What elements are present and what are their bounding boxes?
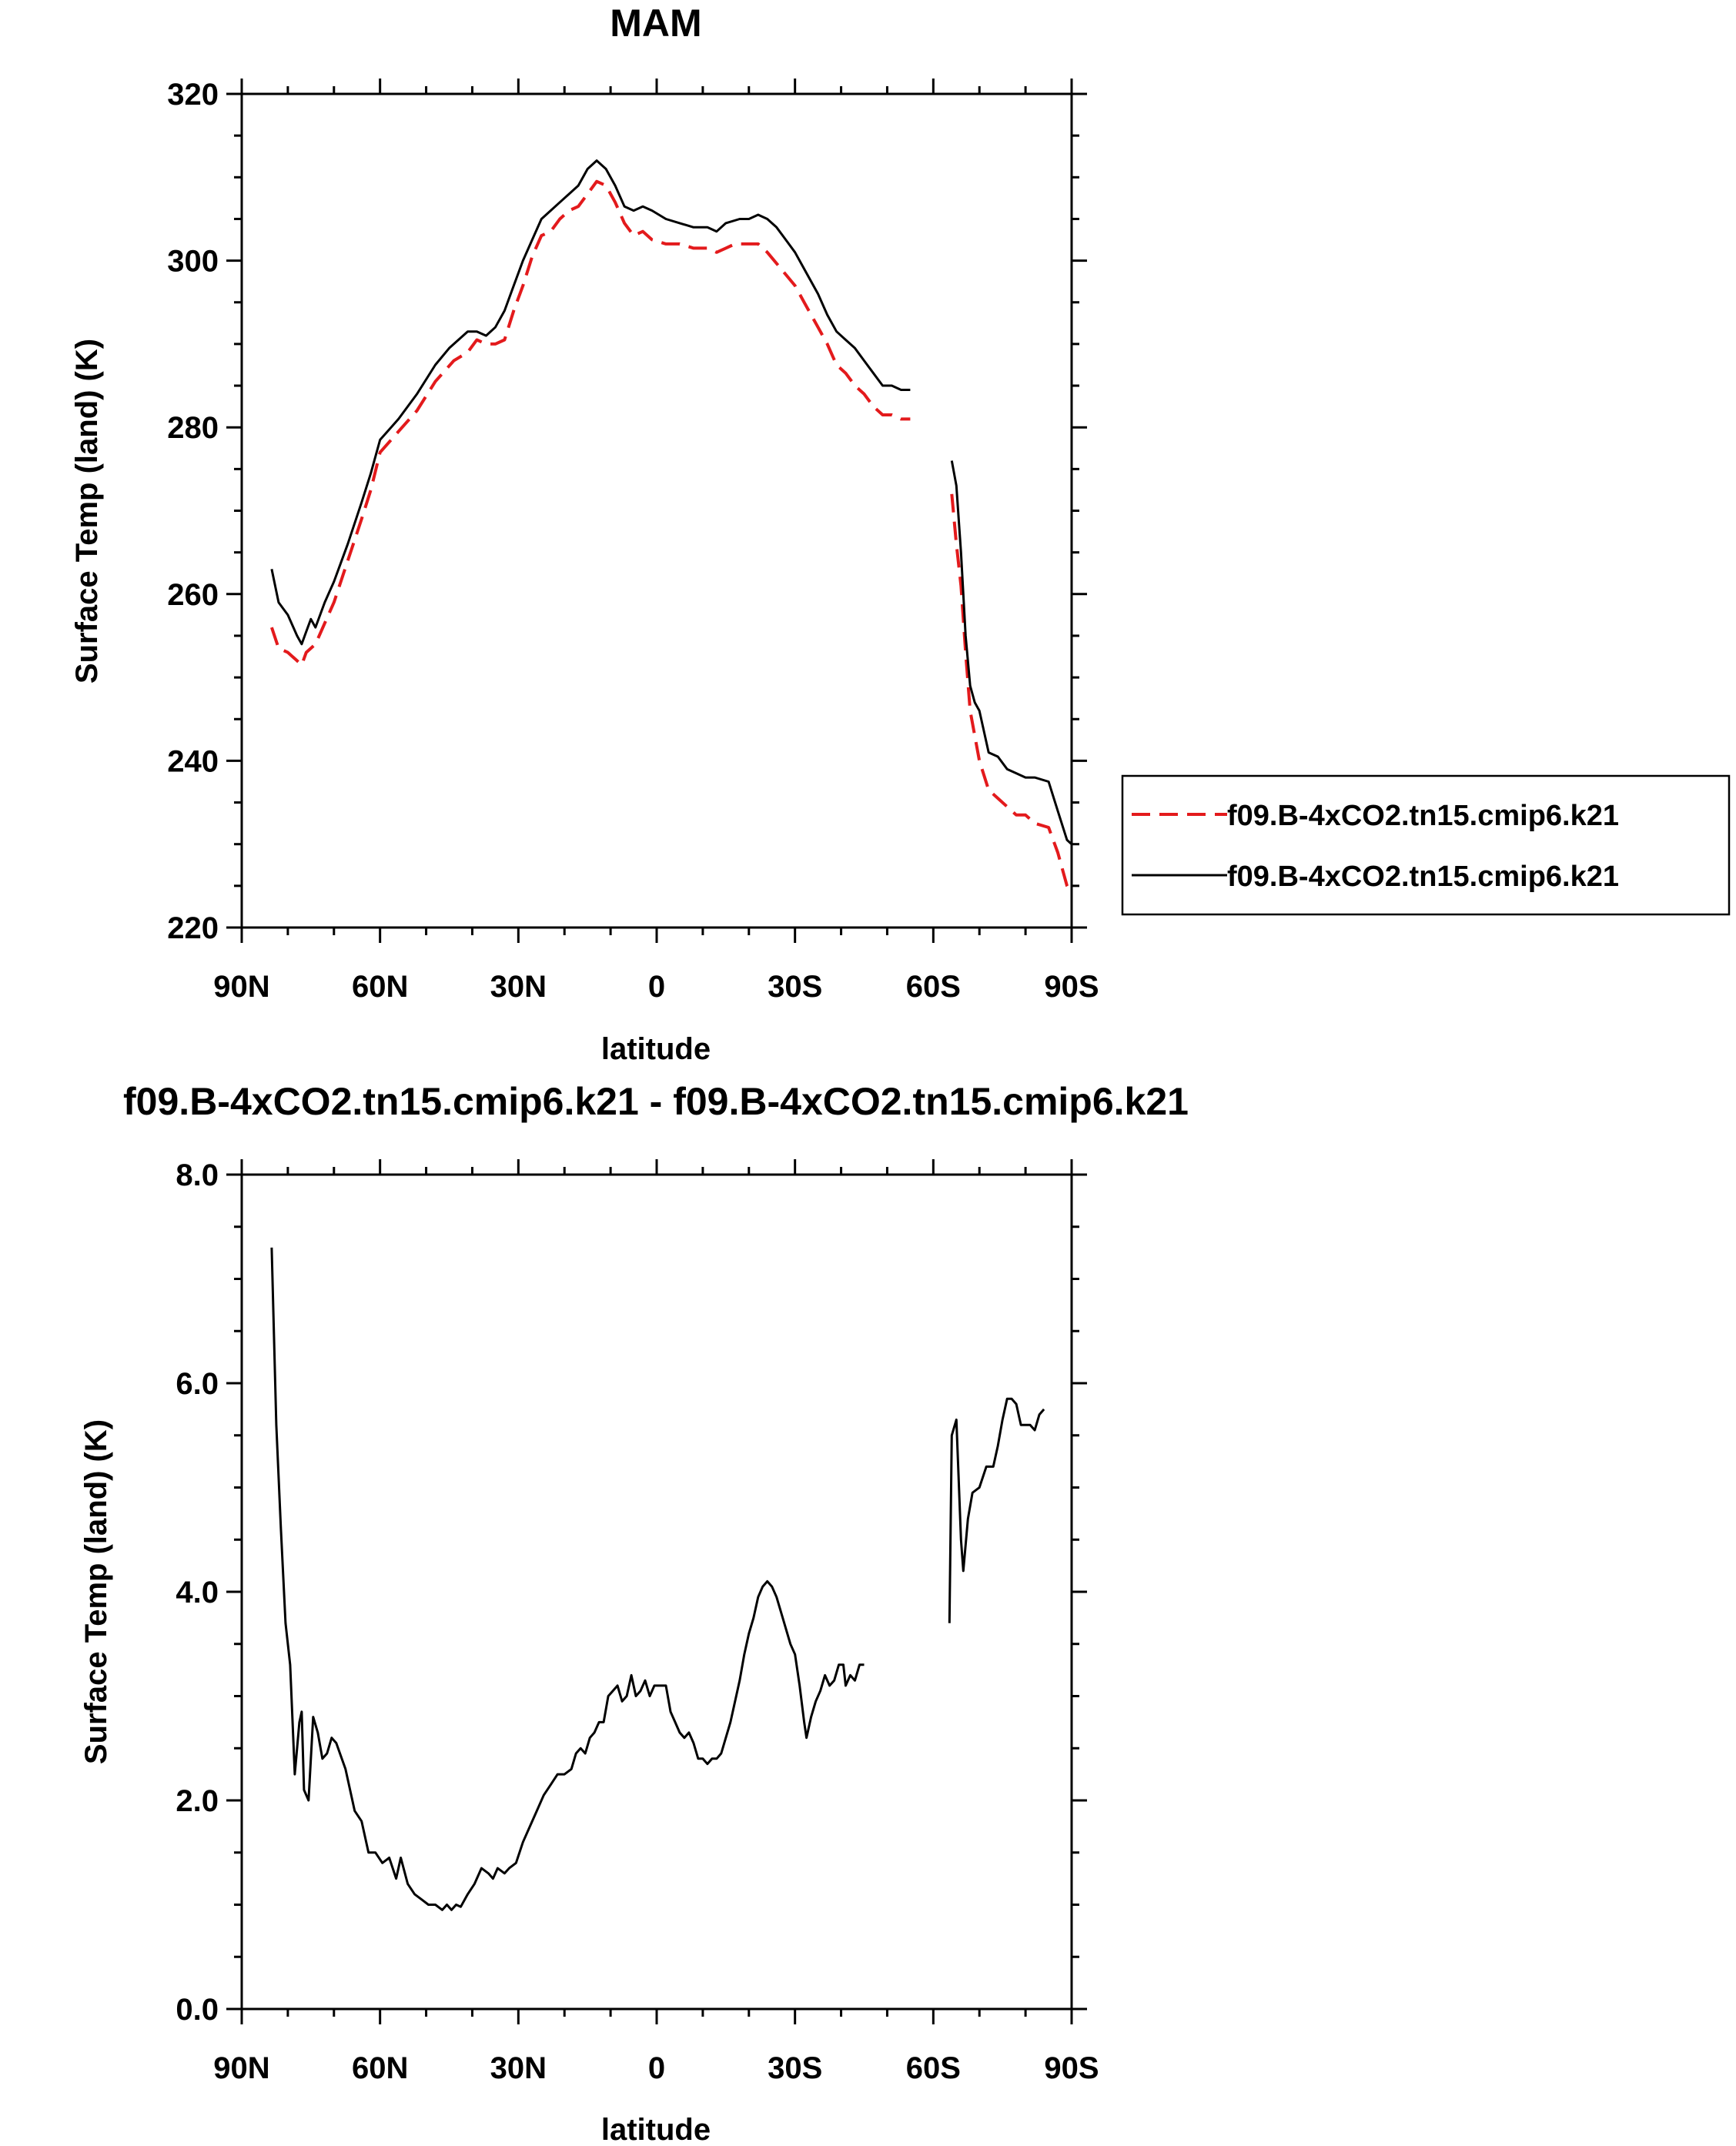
- bottom-y-tick-label: 6.0: [176, 1367, 219, 1401]
- bottom-x-axis-label: latitude: [601, 2113, 711, 2146]
- bottom-x-tick-label: 30S: [768, 2051, 822, 2085]
- top-x-tick-label: 90S: [1044, 970, 1099, 1004]
- bottom-y-tick-label: 8.0: [176, 1158, 219, 1192]
- top-y-axis-ticks: 220 240 260 280 300 320: [167, 78, 1087, 945]
- top-x-tick-label: 0: [648, 970, 665, 1004]
- bottom-x-tick-label: 30N: [490, 2051, 547, 2085]
- bottom-series-1-segment-1: [270, 1247, 865, 1911]
- bottom-chart-title: f09.B-4xCO2.tn15.cmip6.k21 - f09.B-4xCO2…: [123, 1080, 1189, 1123]
- bottom-y-axis-ticks: 0.0 2.0 4.0 6.0 8.0: [176, 1158, 1087, 2027]
- bottom-y-tick-label: 0.0: [176, 1993, 219, 2027]
- top-x-axis-label: latitude: [601, 1032, 711, 1066]
- bottom-series-1-segment-2: [948, 1397, 1045, 1623]
- top-y-tick-label: 240: [167, 744, 219, 778]
- top-x-tick-label: 30S: [768, 970, 822, 1004]
- top-y-tick-label: 320: [167, 78, 219, 112]
- top-series-1-segment-2: [950, 493, 1073, 895]
- bottom-plot-frame: [240, 1173, 1073, 2011]
- top-y-tick-label: 260: [167, 578, 219, 612]
- top-x-tick-label: 30N: [490, 970, 547, 1004]
- top-series-1-segment-1: [270, 179, 911, 667]
- top-x-axis-ticks: 90N 60N 30N 0 30S 60S 90S: [213, 79, 1099, 1004]
- legend-label-1: f09.B-4xCO2.tn15.cmip6.k21: [1227, 800, 1619, 832]
- top-series-2-segment-2: [950, 460, 1073, 845]
- bottom-y-tick-label: 2.0: [176, 1784, 219, 1818]
- bottom-x-tick-label: 90N: [213, 2051, 269, 2085]
- top-x-tick-label: 60S: [906, 970, 961, 1004]
- bottom-x-tick-label: 60N: [352, 2051, 408, 2085]
- top-x-tick-label: 60N: [352, 970, 408, 1004]
- bottom-x-tick-label: 90S: [1044, 2051, 1099, 2085]
- top-series-layer: [270, 159, 1073, 895]
- bottom-x-tick-label: 0: [648, 2051, 665, 2085]
- legend-box: [1121, 774, 1731, 916]
- top-y-tick-label: 300: [167, 245, 219, 279]
- top-y-tick-label: 280: [167, 411, 219, 445]
- top-chart-title: MAM: [610, 2, 701, 45]
- legend-label-2: f09.B-4xCO2.tn15.cmip6.k21: [1227, 861, 1619, 893]
- bottom-panel-chart: f09.B-4xCO2.tn15.cmip6.k21 - f09.B-4xCO2…: [79, 1080, 1189, 2146]
- top-y-tick-label: 220: [167, 911, 219, 945]
- top-series-2-segment-1: [270, 159, 911, 646]
- top-x-tick-label: 90N: [213, 970, 269, 1004]
- bottom-x-tick-label: 60S: [906, 2051, 961, 2085]
- top-plot-frame: [240, 92, 1073, 929]
- bottom-y-axis-label: Surface Temp (land) (K): [79, 1419, 113, 1764]
- legend: f09.B-4xCO2.tn15.cmip6.k21 f09.B-4xCO2.t…: [1121, 774, 1731, 916]
- bottom-y-tick-label: 4.0: [176, 1576, 219, 1610]
- bottom-x-axis-ticks: 90N 60N 30N 0 30S 60S 90S: [213, 1159, 1099, 2085]
- bottom-series-layer: [270, 1247, 1045, 1911]
- top-y-axis-label: Surface Temp (land) (K): [70, 339, 104, 684]
